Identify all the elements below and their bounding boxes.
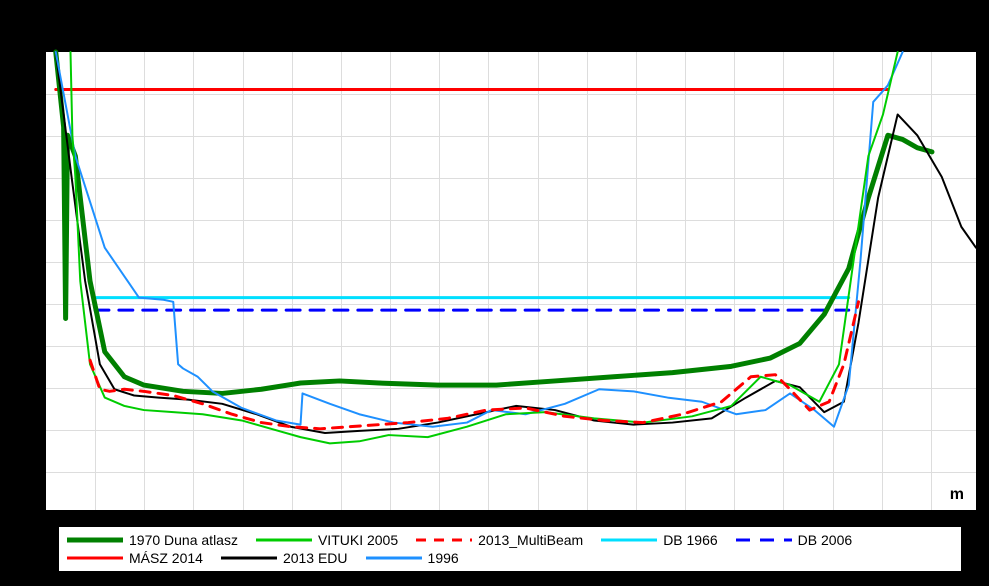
legend-swatch [736, 532, 792, 548]
x-axis-label: m [950, 486, 964, 504]
legend-item-vituki2005: VITUKI 2005 [256, 532, 398, 548]
legend-label: 2013 EDU [283, 550, 348, 566]
legend-swatch [221, 550, 277, 566]
legend-label: DB 1966 [663, 532, 717, 548]
series-y1996 [56, 52, 903, 427]
legend-label: 1970 Duna atlasz [129, 532, 238, 548]
series-duna1970 [56, 52, 932, 393]
legend-label: 2013_MultiBeam [478, 532, 583, 548]
legend-label: VITUKI 2005 [318, 532, 398, 548]
legend-label: MÁSZ 2014 [129, 550, 203, 566]
legend-item-y1996: 1996 [366, 550, 459, 566]
legend-swatch [416, 532, 472, 548]
chart-stage: m 1970 Duna atlasz VITUKI 2005 2013_MultiB… [0, 0, 989, 586]
legend-item-duna1970: 1970 Duna atlasz [67, 532, 238, 548]
legend-item-db2006: DB 2006 [736, 532, 852, 548]
legend-item-masz2014: MÁSZ 2014 [67, 550, 203, 566]
legend-label: 1996 [428, 550, 459, 566]
legend-swatch [366, 550, 422, 566]
legend-label: DB 2006 [798, 532, 852, 548]
legend-swatch [67, 532, 123, 548]
series-layer [46, 52, 976, 510]
legend-item-edu2013: 2013 EDU [221, 550, 348, 566]
legend-item-mb2013: 2013_MultiBeam [416, 532, 583, 548]
plot-area: m [44, 50, 978, 512]
legend-swatch [67, 550, 123, 566]
legend-swatch [601, 532, 657, 548]
legend-swatch [256, 532, 312, 548]
legend-item-db1966: DB 1966 [601, 532, 717, 548]
legend: 1970 Duna atlasz VITUKI 2005 2013_MultiBea… [58, 526, 962, 572]
